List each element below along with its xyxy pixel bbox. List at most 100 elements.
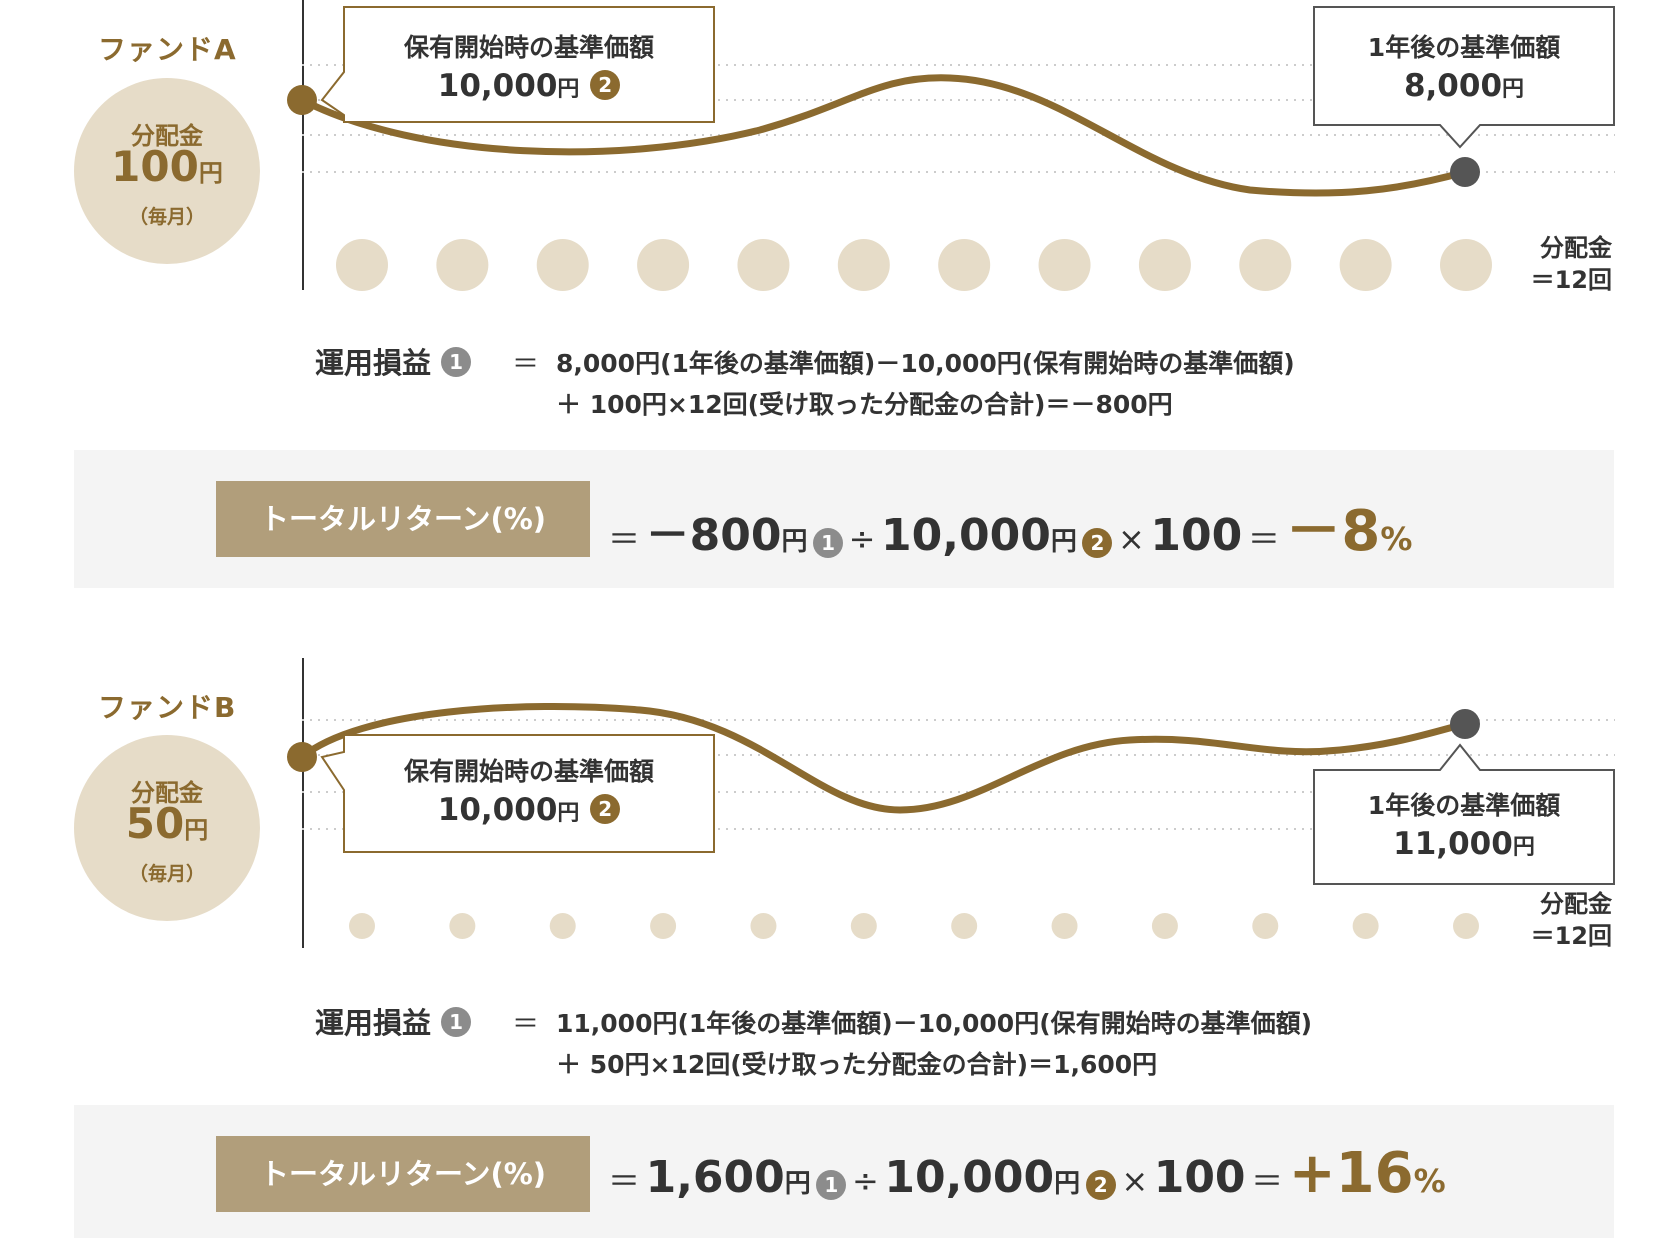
multiply-sign: × (1121, 1162, 1149, 1200)
fund-a-end-point (1450, 157, 1480, 187)
fund-a-distribution-label-1: 分配金 (1540, 234, 1612, 262)
fund-a-start-value: 10,000 (437, 68, 558, 104)
fund-a-end-callout-box (1313, 6, 1615, 149)
fund-a-circle-amount: 100円 (74, 142, 260, 191)
badge-1: 1 (816, 1169, 847, 1200)
fund-a-distribution-dots (336, 239, 1492, 291)
yen-unit: 円 (781, 527, 808, 557)
fund-b-circle-amount: 50円 (74, 799, 260, 848)
percent-unit: % (1380, 520, 1413, 558)
fund-a-end-unit: 円 (1502, 77, 1525, 102)
yen-unit: 円 (1054, 1169, 1081, 1199)
badge-2: 2 (1085, 1169, 1116, 1200)
badge-1: 1 (813, 527, 844, 558)
fund-a-distribution-label: 分配金 ＝12回 (1500, 232, 1612, 296)
fund-b-total-return-formula: ＝ 1,600円 1 ÷ 10,000円 2 × 100 ＝ +16% (608, 1141, 1446, 1206)
fund-a-price-curve (298, 74, 1469, 197)
equals-sign: ＝ (1251, 1162, 1284, 1200)
fund-a-pl-title: 運用損益 1 (315, 340, 472, 382)
fund-a-pl-value: －800 (645, 510, 782, 561)
fund-b-circle-frequency: （毎月） (128, 863, 205, 885)
fund-b-start-unit: 円 (557, 801, 580, 826)
distribution-dot (650, 913, 677, 939)
fund-b-price-chart (287, 703, 1615, 939)
fund-a-start-callout-value: 10,000円 2 (344, 68, 714, 104)
multiply-sign: × (1117, 520, 1145, 558)
distribution-dot (449, 913, 476, 939)
fund-b-start-callout-value: 10,000円 2 (344, 792, 714, 828)
fund-b-start-callout-title: 保有開始時の基準価額 (403, 757, 654, 786)
fund-a-circle-frequency: （毎月） (128, 206, 205, 228)
distribution-dot (737, 239, 790, 291)
fund-a-circle-amount-value: 100 (111, 142, 199, 191)
fund-b-pl-title: 運用損益 1 (315, 1000, 472, 1042)
fund-b-base-value: 10,000 (884, 1152, 1055, 1203)
fund-b-circle-amount-unit: 円 (184, 816, 209, 844)
fund-b-gridlines (302, 719, 1615, 830)
badge-2: 2 (590, 69, 621, 100)
fund-b-end-value: 11,000 (1393, 826, 1513, 862)
distribution-dot (750, 913, 777, 939)
distribution-dot (1339, 239, 1392, 291)
fund-b-pl-line-2: ＋ 50円×12回(受け取った分配金の合計)＝1,600円 (556, 1050, 1158, 1079)
distribution-dot (349, 913, 375, 939)
fund-b-start-axis (302, 658, 304, 948)
distribution-dot (1038, 239, 1091, 291)
badge-1: 1 (441, 347, 472, 377)
fund-b-pl-value: 1,600 (645, 1152, 785, 1203)
fund-b-start-callout: 保有開始時の基準価額 10,000円 2 (344, 752, 714, 828)
distribution-dot (549, 913, 576, 939)
fund-b-label: ファンドB (98, 691, 237, 724)
fund-a-end-callout-value: 8,000円 (1314, 68, 1614, 104)
fund-b-start-value: 10,000 (437, 792, 558, 828)
fund-a-pl-line-2: ＋ 100円×12回(受け取った分配金の合計)＝－800円 (556, 390, 1173, 419)
fund-a-label: ファンドA (98, 33, 237, 66)
fund-b-end-callout-value: 11,000円 (1314, 826, 1614, 862)
distribution-dot (938, 239, 991, 291)
fund-a-total-return-formula: ＝ －800円 1 ÷ 10,000円 2 × 100 ＝ －8% (608, 486, 1412, 567)
fund-b-distribution-dots (349, 913, 1479, 939)
distribution-dot (1252, 913, 1279, 939)
fund-b-distribution-label-1: 分配金 (1540, 890, 1612, 918)
fund-a-total-return-result: －8% (1285, 499, 1412, 564)
badge-2: 2 (590, 793, 621, 824)
fund-b-end-point (1450, 709, 1480, 739)
fund-a-start-callout-title: 保有開始時の基準価額 (403, 33, 654, 62)
fund-b-distribution-circle: 分配金 50円 （毎月） (74, 735, 260, 921)
fund-a-start-unit: 円 (557, 77, 580, 102)
fund-b-circle-amount-value: 50 (125, 799, 185, 848)
fund-a-start-point (287, 85, 317, 115)
distribution-dot (436, 239, 489, 291)
fund-b-start-point (287, 742, 317, 772)
fund-a-pl-title-text: 運用損益 (315, 346, 432, 380)
fund-b-end-callout-box (1313, 743, 1615, 885)
fund-a-distribution-label-2: ＝12回 (1530, 266, 1612, 294)
equals-sign: ＝ (1247, 520, 1280, 558)
fund-b-result-value: +16 (1288, 1141, 1414, 1206)
divide-sign: ÷ (851, 1162, 879, 1200)
percent-unit: % (1413, 1162, 1446, 1200)
equals-sign: ＝ (608, 1162, 641, 1200)
fund-b-distribution-label-2: ＝12回 (1530, 922, 1612, 950)
distribution-dot (1151, 913, 1178, 939)
fund-a-end-callout: 1年後の基準価額 8,000円 (1314, 28, 1614, 104)
fund-b-pl-line-1: 11,000円(1年後の基準価額)－10,000円(保有開始時の基準価額) (556, 1009, 1313, 1038)
distribution-dot (1138, 239, 1191, 291)
fund-b-pl-title-text: 運用損益 (315, 1006, 432, 1040)
fund-a-gridlines (302, 64, 1615, 173)
fund-b-end-callout-title: 1年後の基準価額 (1367, 791, 1561, 820)
fund-b-total-return-label: トータルリターン(%) (216, 1136, 590, 1212)
distribution-dot (336, 239, 388, 291)
fund-a-end-value: 8,000 (1403, 68, 1503, 104)
fund-b-total-return-result: +16% (1289, 1141, 1446, 1206)
equals-sign: ＝ (608, 520, 641, 558)
fund-b-distribution-label: 分配金 ＝12回 (1500, 888, 1612, 952)
fund-a-total-return-label: トータルリターン(%) (216, 481, 590, 557)
fund-b-pl-equals: ＝ (512, 1009, 539, 1040)
distribution-dot (1352, 913, 1379, 939)
fund-a-distribution-circle: 分配金 100円 （毎月） (74, 78, 260, 264)
fund-a-start-axis (302, 0, 304, 290)
distribution-dot (1051, 913, 1078, 939)
yen-unit: 円 (1050, 527, 1077, 557)
distribution-dot (850, 913, 877, 939)
